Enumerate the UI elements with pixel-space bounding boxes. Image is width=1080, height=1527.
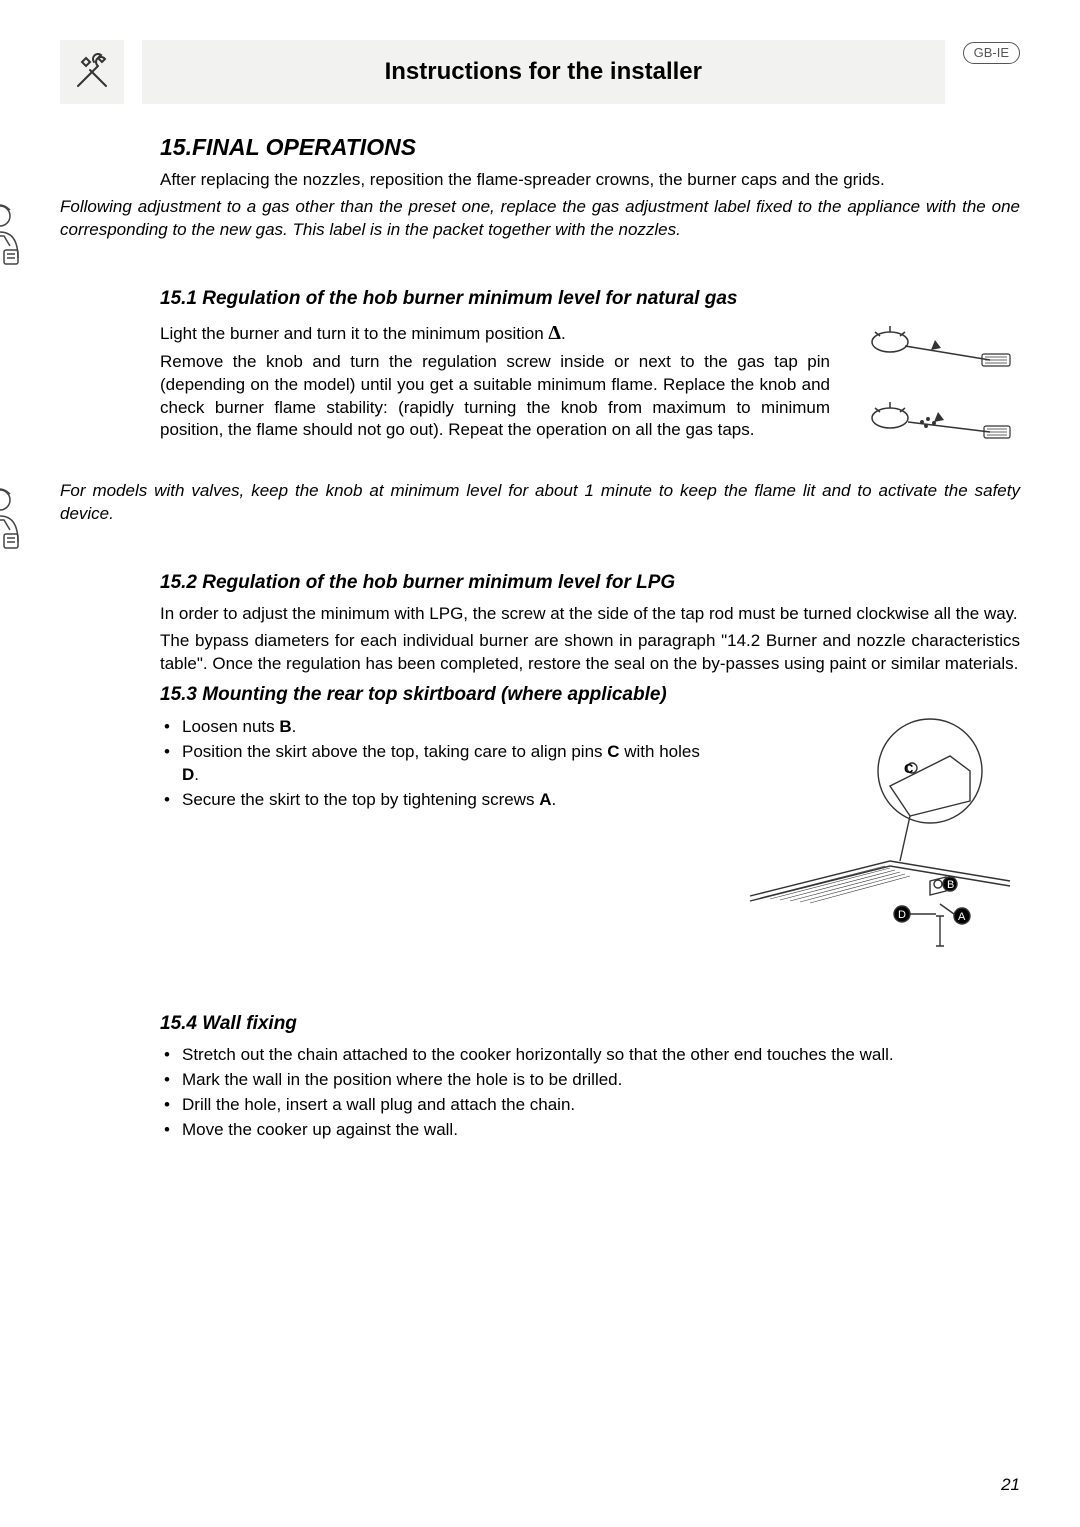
section-number: 15. — [160, 134, 192, 160]
svg-text:A: A — [958, 911, 966, 923]
section-intro: After replacing the nozzles, reposition … — [160, 169, 1020, 192]
tools-icon — [60, 40, 124, 104]
sub-15-4-title: 15.4 Wall fixing — [160, 1011, 1020, 1037]
page-title: Instructions for the installer — [142, 40, 945, 104]
sub-15-2-title: 15.2 Regulation of the hob burner minimu… — [160, 570, 1020, 596]
text-fragment: . — [561, 324, 566, 343]
section-name: FINAL OPERATIONS — [192, 134, 416, 160]
text-fragment: Light the burner and turn it to the mini… — [160, 324, 548, 343]
technician-icon — [0, 480, 40, 554]
label-d: D — [182, 765, 194, 784]
page-header: Instructions for the installer GB-IE — [60, 40, 1020, 104]
s15-2-p1: In order to adjust the minimum with LPG,… — [160, 603, 1020, 626]
text-fragment: Loosen nuts — [182, 717, 279, 736]
sub-15-3-title: 15.3 Mounting the rear top skirtboard (w… — [160, 682, 1020, 708]
label-b: B — [279, 717, 291, 736]
text-fragment: Position the skirt above the top, taking… — [182, 742, 607, 761]
technician-icon — [0, 196, 40, 270]
list-item: Position the skirt above the top, taking… — [160, 741, 1020, 787]
list-item: Loosen nuts B. — [160, 716, 1020, 739]
text-fragment: with holes — [620, 742, 700, 761]
s15-4-list: Stretch out the chain attached to the co… — [160, 1044, 1020, 1142]
section-note: Following adjustment to a gas other than… — [60, 196, 1020, 242]
list-item: Move the cooker up against the wall. — [160, 1119, 1020, 1142]
list-item: Secure the skirt to the top by tightenin… — [160, 789, 1020, 812]
list-item: Stretch out the chain attached to the co… — [160, 1044, 1020, 1067]
section-title: 15.FINAL OPERATIONS — [160, 132, 1020, 163]
text-fragment: Secure the skirt to the top by tightenin… — [182, 790, 539, 809]
text-fragment: . — [292, 717, 297, 736]
s15-2-p2: The bypass diameters for each individual… — [160, 630, 1020, 676]
s15-3-list: Loosen nuts B. Position the skirt above … — [160, 716, 1020, 812]
delta-symbol-icon: Δ — [548, 322, 561, 344]
text-fragment: . — [194, 765, 199, 784]
svg-text:B: B — [947, 879, 954, 891]
text-fragment: . — [551, 790, 556, 809]
page-number: 21 — [1001, 1474, 1020, 1497]
list-item: Drill the hole, insert a wall plug and a… — [160, 1094, 1020, 1117]
svg-text:D: D — [898, 909, 906, 921]
sub-15-1-title: 15.1 Regulation of the hob burner minimu… — [160, 286, 1020, 312]
gas-tap-diagram-icon — [850, 320, 1020, 460]
s15-1-note: For models with valves, keep the knob at… — [60, 480, 1020, 526]
label-a: A — [539, 790, 551, 809]
list-item: Mark the wall in the position where the … — [160, 1069, 1020, 1092]
region-badge: GB-IE — [963, 42, 1020, 64]
label-c: C — [607, 742, 619, 761]
